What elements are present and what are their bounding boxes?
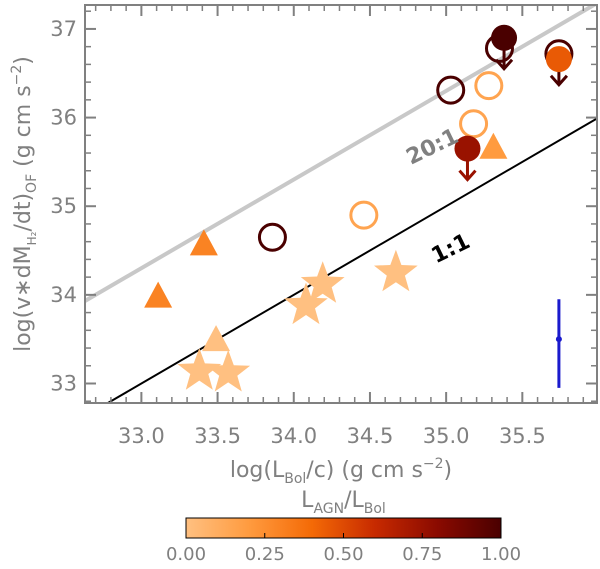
error-bar-center [555, 336, 562, 343]
point-open-circle [459, 109, 489, 139]
y-tick-label: 33 [50, 371, 77, 395]
reference-lines [85, 5, 597, 403]
y-tick-label: 34 [50, 283, 77, 307]
point-star [300, 261, 345, 303]
reference-line-label: 1:1 [428, 229, 474, 269]
point-star [374, 249, 418, 292]
x-tick-label: 34.5 [347, 424, 394, 448]
colorbar: LAGN/LBol 0.00 0.25 0.50 0.75 1.00 [166, 488, 521, 565]
colorbar-tick-label: 0.00 [166, 544, 206, 565]
x-tick-label: 34.0 [270, 424, 317, 448]
colorbar-title: LAGN/LBol [301, 488, 386, 517]
point-triangle [202, 325, 231, 352]
point-star [206, 349, 251, 392]
point-triangle [479, 132, 508, 159]
upper-limit-arrowhead [458, 169, 477, 182]
x-tick-label: 33.5 [194, 424, 241, 448]
point-open-circle [257, 222, 287, 252]
point-open-circle [349, 200, 379, 230]
upper-limit-arrowhead [549, 74, 569, 88]
point-star [284, 282, 328, 325]
colorbar-tick-label: 0.75 [402, 544, 442, 565]
point-open-circle [474, 71, 504, 101]
point-triangle [144, 281, 173, 308]
data-points [144, 24, 574, 392]
point-filled-circle [545, 46, 572, 73]
axes: 20:1 1:1 33.0 33.5 34.0 34.5 35.0 35.5 33 34 35 36 3… [9, 4, 598, 487]
x-axis-label: log(LBol/c) (g cm s−2) [230, 456, 452, 487]
point-triangle [189, 229, 218, 256]
x-tick-label: 35.5 [499, 424, 546, 448]
colorbar-tick-label: 0.50 [323, 544, 363, 565]
x-tick-label: 33.0 [118, 424, 165, 448]
reference-line-label: 20:1 [403, 124, 463, 170]
reference-line-1:1 [105, 117, 597, 403]
y-tick-label: 36 [50, 106, 77, 130]
x-tick-label: 35.0 [423, 424, 470, 448]
colorbar-tick-label: 1.00 [481, 544, 521, 565]
point-open-circle [436, 75, 466, 105]
reference-line-20:1 [85, 5, 597, 303]
point-star [177, 348, 222, 390]
y-tick-label: 35 [50, 194, 77, 218]
upper-limit-arrowhead [494, 58, 514, 72]
plot-frame [84, 4, 598, 404]
y-tick-label: 37 [50, 17, 77, 41]
y-axis-label: log(v∗dMH₂/dt)OF (g cm s−2) [9, 56, 40, 352]
colorbar-tick-label: 0.25 [245, 544, 285, 565]
